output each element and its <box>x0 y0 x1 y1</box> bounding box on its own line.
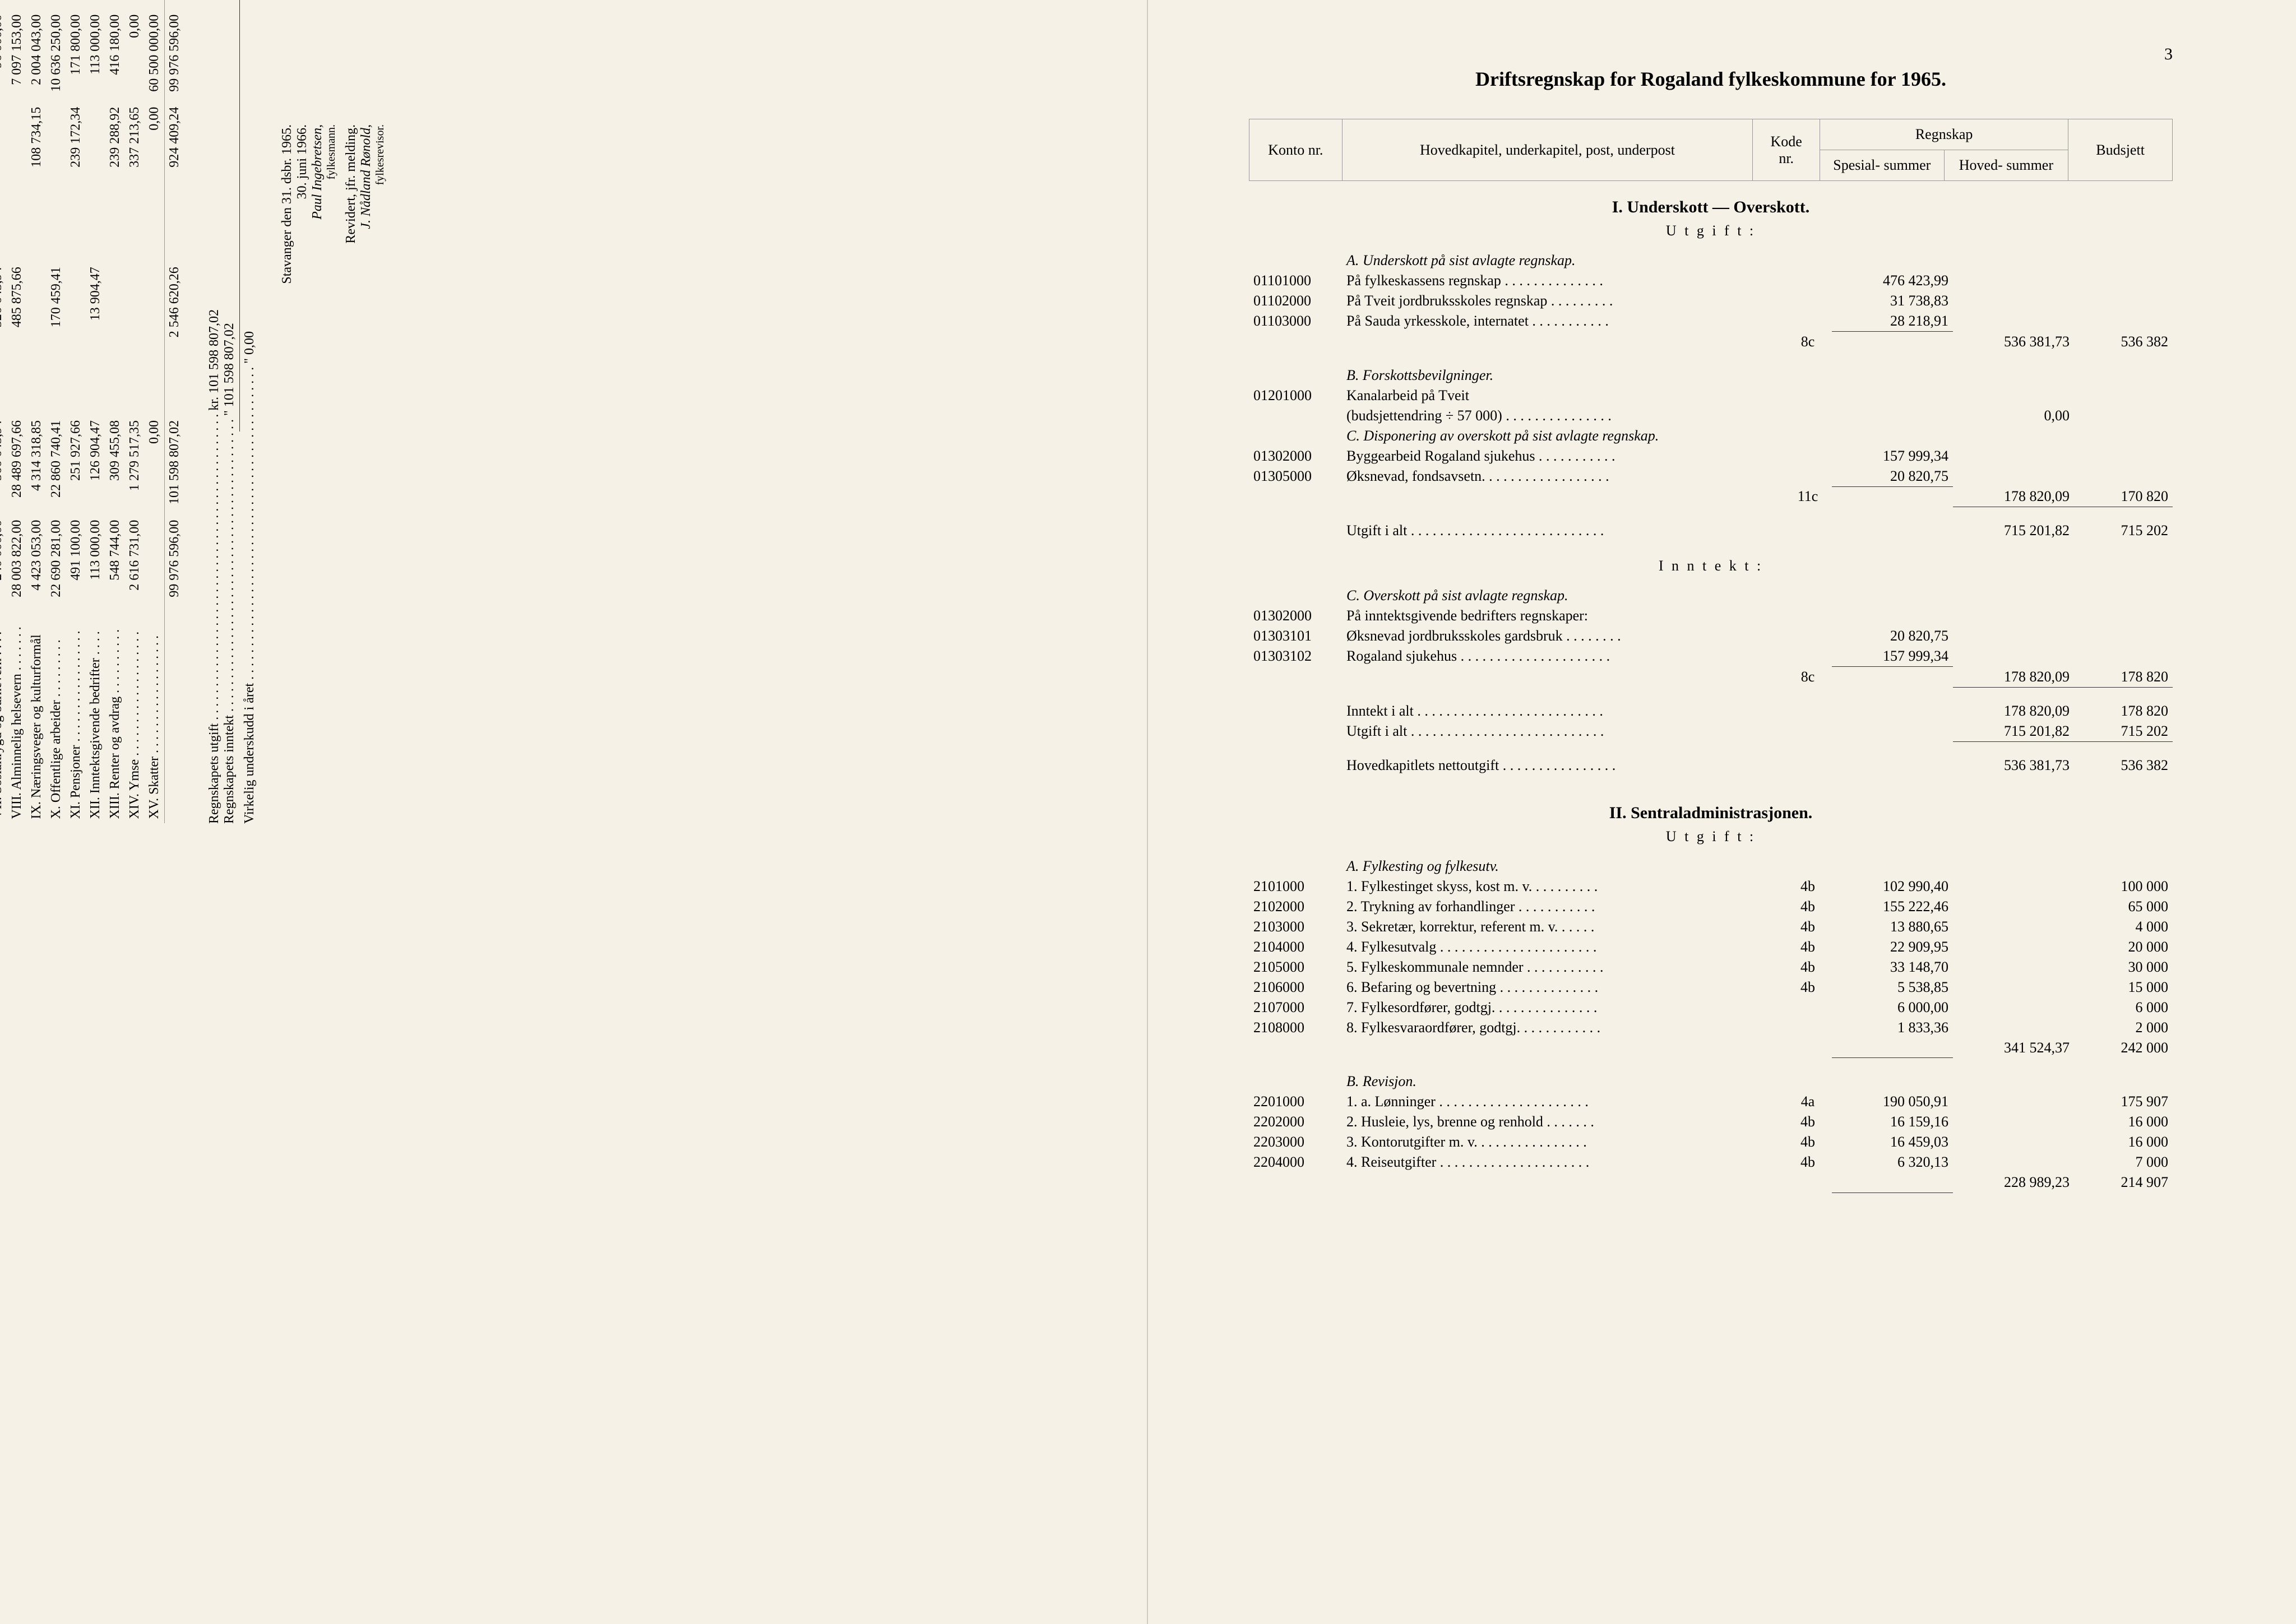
table-row: IX. Næringsveger og kulturformål4 423 05… <box>27 0 47 824</box>
table-row: VII. Sosialtrygd og barnevern . . . .240… <box>0 0 7 824</box>
s2-B: B. Revisjon. <box>1342 1071 1784 1092</box>
table-row: XI. Pensjoner . . . . . . . . . . . . . … <box>66 0 86 824</box>
total-mu: 924 409,24 <box>165 103 185 263</box>
hdr-regnskap: Regnskap <box>1820 119 2068 150</box>
table-row: 01101000På fylkeskassens regnskap . . . … <box>1249 271 2173 291</box>
table-row: 341 524,37242 000 <box>1249 1038 2173 1058</box>
table-row: XIII. Renter og avdrag . . . . . . . . .… <box>105 0 125 824</box>
section1-table: A. Underskott på sist avlagte regnskap. … <box>1249 250 2173 541</box>
right-page: 3 Driftsregnskap for Rogaland fylkeskomm… <box>1148 0 2296 1624</box>
hdr-hoved: Hovedkapitel, underkapitel, post, underp… <box>1342 119 1753 181</box>
total-r2: 101 598 807,02 <box>165 0 185 10</box>
table-row: 21050005. Fylkeskommunale nemnder . . . … <box>1249 957 2173 977</box>
table-row: Utgift i alt . . . . . . . . . . . . . .… <box>1249 721 2173 742</box>
section2-table: A. Fylkesting og fylkesutv. 21010001. Fy… <box>1249 856 2173 1193</box>
sig-name3: Hagbart Grijsrud, <box>280 0 295 121</box>
table-row: 01303101Øksnevad jordbruksskoles gardsbr… <box>1249 626 2173 646</box>
s1-C: C. Disponering av overskott på sist avla… <box>1342 426 1784 446</box>
hdr-konto: Konto nr. <box>1249 119 1343 181</box>
table-row: 01102000På Tveit jordbruksskoles regnska… <box>1249 291 2173 311</box>
table-row: 21030003. Sekretær, korrektur, referent … <box>1249 917 2173 937</box>
left-page: Sammendrag av Rogaland fylkeskommunes dr… <box>0 0 1148 1624</box>
total-su: 2 546 620,26 <box>165 262 185 416</box>
table-row: 8c178 820,09178 820 <box>1249 667 2173 688</box>
s1-C2: C. Overskott på sist avlagte regnskap. <box>1342 586 1784 606</box>
table-row: 21040004. Fylkesutvalg . . . . . . . . .… <box>1249 937 2173 957</box>
sig-rev: Revidert, jfr. melding. <box>344 124 359 824</box>
totals-row: 99 976 596,00 101 598 807,02 2 546 620,2… <box>165 0 185 824</box>
table-row: 22040004. Reiseutgifter . . . . . . . . … <box>1249 1152 2173 1172</box>
s2-A: A. Fylkesting og fylkesutv. <box>1342 856 1784 876</box>
sig-name2: J. Nådland Rønold, <box>359 124 374 824</box>
hdr-hovedsum: Hoved- summer <box>1944 150 2068 181</box>
table-row: (budsjettendring ÷ 57 000) . . . . . . .… <box>1249 406 2173 426</box>
footer-lines: Regnskapets utgift . . . . . . . . . . .… <box>207 0 257 824</box>
table-row: 228 989,23214 907 <box>1249 1172 2173 1193</box>
table-row: X. Offentlige arbeider . . . . . . . . .… <box>47 0 66 824</box>
hdr-spesial: Spesial- summer <box>1820 150 1945 181</box>
right-title: Driftsregnskap for Rogaland fylkeskommun… <box>1249 67 2173 91</box>
section1-inntekt: I n n t e k t : <box>1249 558 2173 574</box>
total-b1: 99 976 596,00 <box>165 516 185 608</box>
table-row: 22020002. Husleie, lys, brenne og renhol… <box>1249 1112 2173 1132</box>
sig-name1: Paul Ingebretsen, <box>310 124 325 824</box>
section1-inntekt-table: C. Overskott på sist avlagte regnskap. 0… <box>1249 586 2173 776</box>
right-header-table: Konto nr. Hovedkapitel, underkapitel, po… <box>1249 119 2173 181</box>
table-row: Hovedkapitlets nettoutgift . . . . . . .… <box>1249 755 2173 776</box>
table-row: 01201000Kanalarbeid på Tveit <box>1249 386 2173 406</box>
table-row: 22030003. Kontorutgifter m. v. . . . . .… <box>1249 1132 2173 1152</box>
table-row: 8c536 381,73536 382 <box>1249 332 2173 352</box>
table-row: XIV. Ymse . . . . . . . . . . . . . . . … <box>125 0 145 824</box>
table-row: 11c178 820,09170 820 <box>1249 486 2173 507</box>
signature-block: Stavanger den 31. dsbr. 1965. 30. juni 1… <box>280 0 387 824</box>
table-row: 01305000Øksnevad, fondsavsetn. . . . . .… <box>1249 466 2173 487</box>
sig-title3: fylkeskasserer. <box>295 0 308 121</box>
sig-title1: fylkesmann. <box>325 124 338 824</box>
table-row: 01302000På inntektsgivende bedrifters re… <box>1249 606 2173 626</box>
section2-utgift: U t g i f t : <box>1249 828 2173 845</box>
footer-l3: Virkelig underskudd i året . . . . . . .… <box>242 0 257 824</box>
total-b2: 99 976 596,00 <box>165 10 185 103</box>
s1-B: B. Forskottsbevilgninger. <box>1342 365 1784 386</box>
sig-date2: 30. juni 1966. <box>295 124 310 824</box>
page-number: 3 <box>2164 45 2173 64</box>
hdr-budsjett: Budsjett <box>2068 119 2173 181</box>
s1-A: A. Underskott på sist avlagte regnskap. <box>1342 250 1784 271</box>
hdr-kode: Kode nr. <box>1753 119 1820 181</box>
left-rotated-content: Sammendrag av Rogaland fylkeskommunes dr… <box>0 0 387 824</box>
sig-title2: fylkesrevisor. <box>374 124 387 824</box>
footer-l2: Regnskapets inntekt . . . . . . . . . . … <box>222 0 237 824</box>
table-row: 21070007. Fylkesordfører, godtgj. . . . … <box>1249 997 2173 1018</box>
total-r1: 101 598 807,02 <box>165 416 185 516</box>
summary-table: Hovedkapitlets nr. og tekst Utgift Størr… <box>0 0 184 824</box>
section1-title: I. Underskott — Overskott. <box>1249 198 2173 217</box>
table-row: VIII. Alminnelig helsevern . . . . . . .… <box>7 0 27 824</box>
table-row: Utgift i alt . . . . . . . . . . . . . .… <box>1249 521 2173 541</box>
section1-utgift: U t g i f t : <box>1249 222 2173 239</box>
table-row: XII. Inntektsgivende bedrifter . . . .11… <box>86 0 105 824</box>
table-row: 01302000Byggearbeid Rogaland sjukehus . … <box>1249 446 2173 466</box>
footer-rule <box>239 0 240 431</box>
sig-date1: Stavanger den 31. dsbr. 1965. <box>280 124 295 824</box>
table-row: 21080008. Fylkesvaraordfører, godtgj. . … <box>1249 1018 2173 1038</box>
table-row: 21010001. Fylkestinget skyss, kost m. v.… <box>1249 876 2173 897</box>
table-row: 21020002. Trykning av forhandlinger . . … <box>1249 897 2173 917</box>
section2-title: II. Sentraladministrasjonen. <box>1249 804 2173 823</box>
table-row: 01103000På Sauda yrkesskole, internatet … <box>1249 311 2173 332</box>
table-row: Inntekt i alt . . . . . . . . . . . . . … <box>1249 701 2173 721</box>
footer-l1: Regnskapets utgift . . . . . . . . . . .… <box>207 0 222 824</box>
table-row: 22010001. a. Lønninger . . . . . . . . .… <box>1249 1092 2173 1112</box>
table-row: 21060006. Befaring og bevertning . . . .… <box>1249 977 2173 997</box>
table-row: XV. Skatter . . . . . . . . . . . . . . … <box>145 0 165 824</box>
table-row: 01303102Rogaland sjukehus . . . . . . . … <box>1249 646 2173 667</box>
